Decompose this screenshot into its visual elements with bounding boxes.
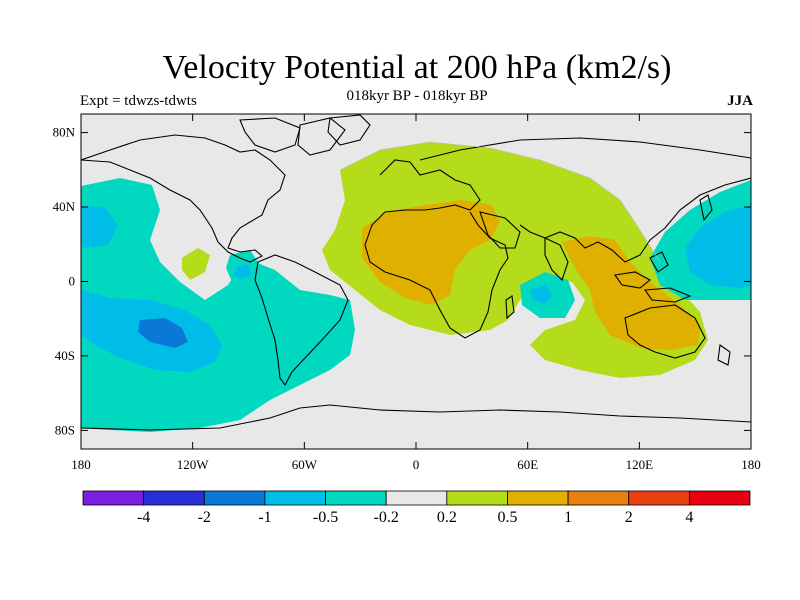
colorbar-swatch <box>507 490 569 506</box>
colorbar-label: -1 <box>258 509 271 526</box>
colorbar-label: 1 <box>564 509 572 526</box>
colorbar-label: -0.5 <box>313 509 338 526</box>
contour-edges <box>339 141 661 263</box>
lat-tick-label: 40S <box>55 348 75 363</box>
map-subtitle: 018kyr BP - 018kyr BP <box>346 88 488 104</box>
lon-tick-label: 0 <box>413 457 420 472</box>
colorbar-label: -0.2 <box>374 509 399 526</box>
neg-mid-region-caribbean <box>234 264 252 280</box>
experiment-label: Expt = tdwzs-tdwts <box>80 93 197 109</box>
colorbar-swatch <box>82 490 145 506</box>
lon-tick-label: 120W <box>177 457 210 472</box>
colorbar-label: -4 <box>137 509 150 526</box>
pos-mid-region-indian <box>562 236 700 350</box>
colorbar: -4 -2 -1 -0.5 -0.2 0.2 0.5 1 2 4 <box>82 490 751 526</box>
map-title: Velocity Potential at 200 hPa (km2/s) <box>162 49 672 86</box>
colorbar-label: 4 <box>685 509 693 526</box>
map-field <box>81 114 751 449</box>
neg-mid-region-indian <box>530 284 552 304</box>
axis-ticks: 80N 40N 0 40S 80S 180 120W 60W 0 60E 120E 180 <box>53 114 761 472</box>
lat-tick-label: 40N <box>53 199 76 214</box>
season-label: JJA <box>727 93 753 109</box>
colorbar-label: -2 <box>198 509 211 526</box>
colorbar-label: 0.5 <box>497 509 517 526</box>
lon-tick-label: 180 <box>71 457 91 472</box>
lon-tick-label: 180 <box>741 457 761 472</box>
colorbar-swatch <box>143 490 205 506</box>
lon-tick-label: 60W <box>292 457 318 472</box>
colorbar-swatch <box>385 490 448 506</box>
colorbar-swatch <box>203 490 266 506</box>
lat-tick-label: 0 <box>69 274 76 289</box>
colorbar-swatch <box>628 490 690 506</box>
lon-tick-label: 60E <box>517 457 538 472</box>
coastlines <box>81 114 751 431</box>
neg-strong-region-pacific <box>138 318 188 348</box>
colorbar-swatch <box>325 490 387 506</box>
colorbar-swatch <box>567 490 630 506</box>
neg-mid-region-wpacific <box>685 205 751 288</box>
colorbar-swatch <box>688 490 751 506</box>
neg-weak-region-pacific <box>81 178 355 432</box>
lat-tick-label: 80S <box>55 422 75 437</box>
lon-tick-label: 120E <box>626 457 654 472</box>
neg-mid-region-west <box>81 205 118 248</box>
colorbar-label: 0.2 <box>437 509 457 526</box>
pos-weak-region-epacific <box>182 248 210 280</box>
pos-mid-region-africa <box>362 200 500 305</box>
colorbar-swatch <box>446 490 508 506</box>
colorbar-swatch <box>264 490 326 506</box>
lat-tick-label: 80N <box>53 125 76 140</box>
colorbar-label: 2 <box>625 509 633 526</box>
